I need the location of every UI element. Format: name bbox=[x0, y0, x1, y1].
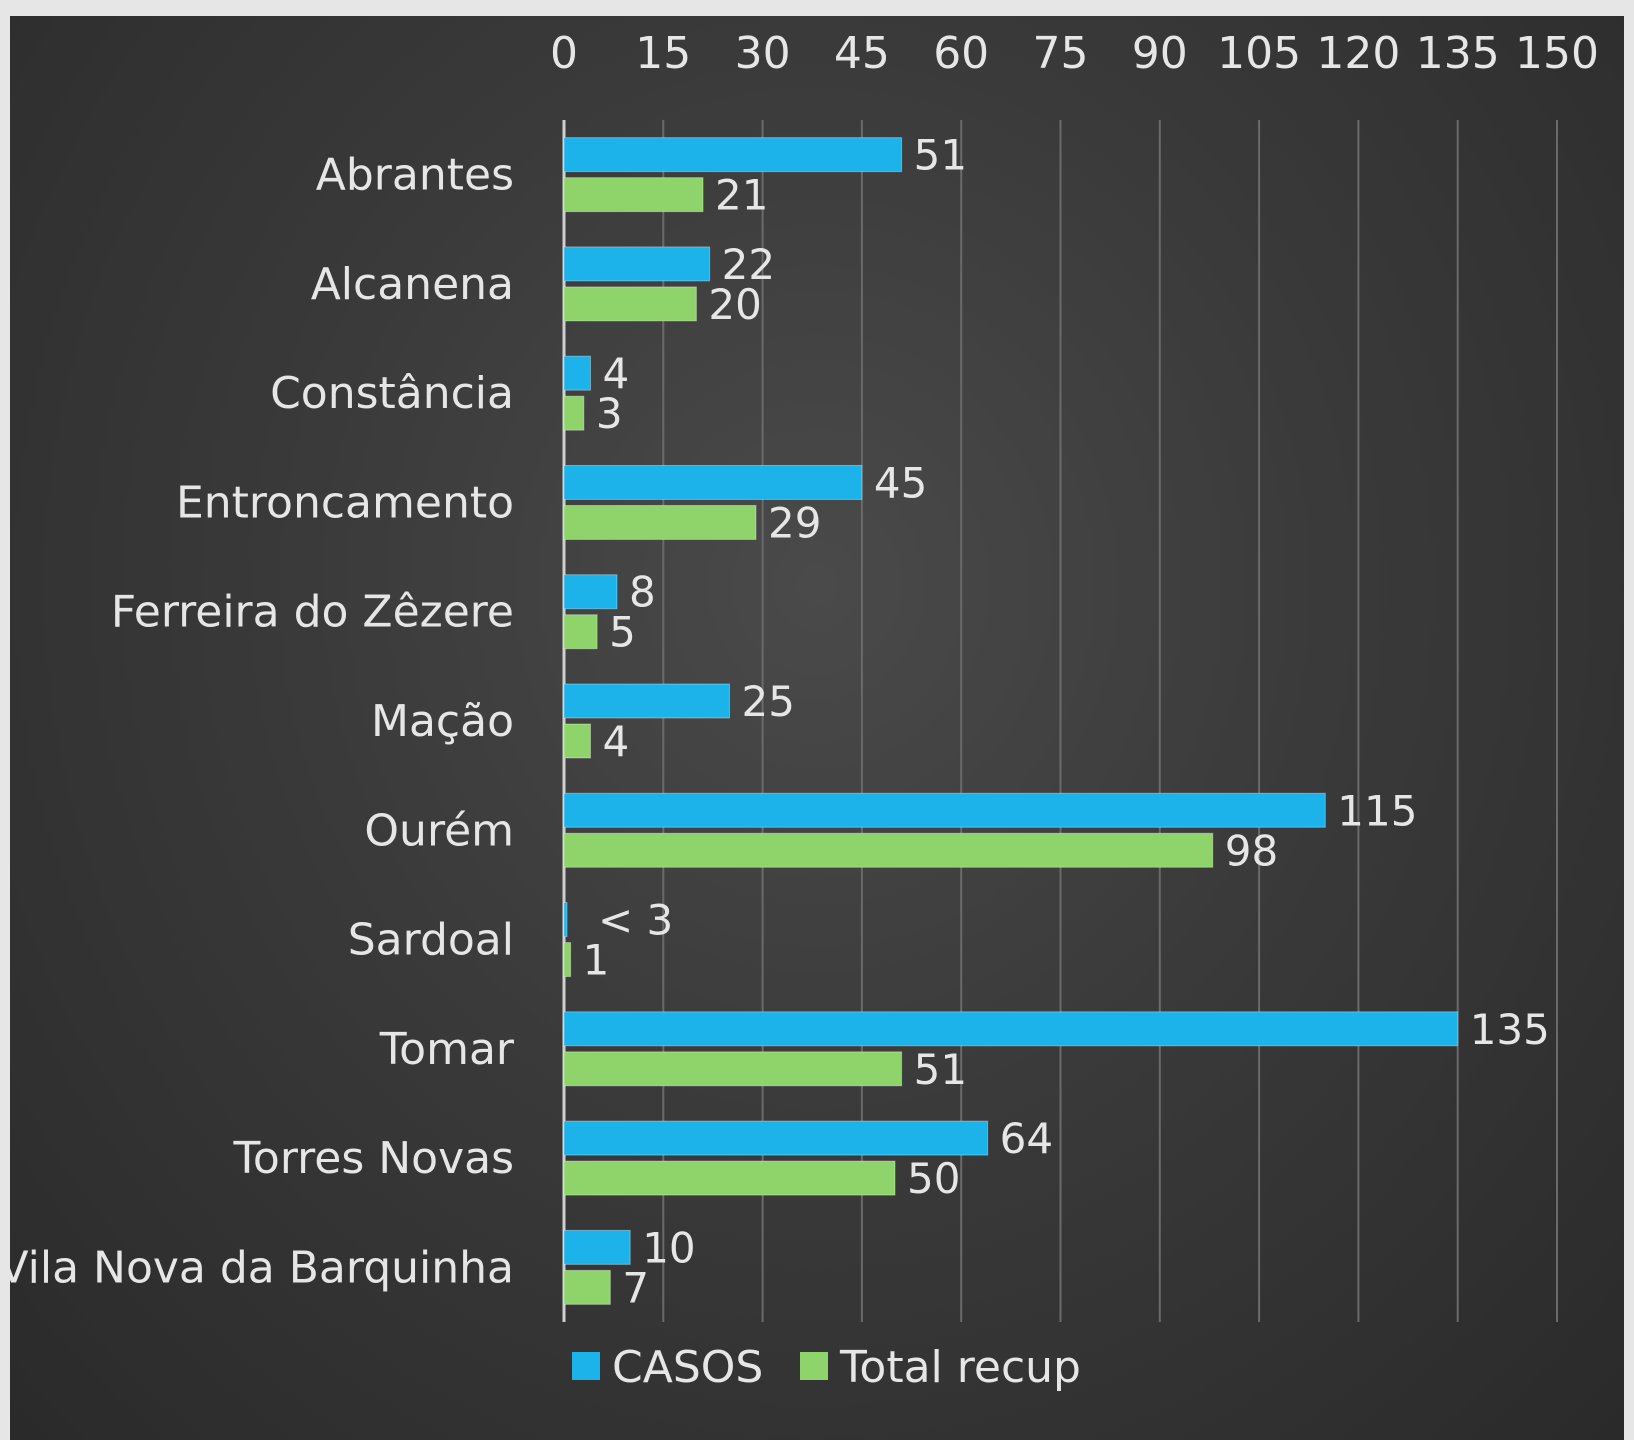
legend-label-casos: CASOS bbox=[612, 1342, 763, 1393]
category-group: Constância 43 bbox=[270, 349, 629, 438]
data-label-total-recup: 1 bbox=[583, 936, 610, 985]
x-tick-label: 15 bbox=[635, 28, 691, 79]
chart-panel bbox=[10, 16, 1624, 1440]
category-label: Mação bbox=[371, 696, 514, 747]
bar-casos bbox=[563, 355, 591, 391]
bar-total-recup bbox=[563, 1160, 896, 1196]
bar-casos bbox=[563, 1011, 1459, 1047]
data-label-casos: < 3 bbox=[598, 896, 673, 945]
data-label-total-recup: 21 bbox=[715, 171, 768, 220]
x-tick-label: 90 bbox=[1132, 28, 1188, 79]
data-label-total-recup: 5 bbox=[609, 608, 636, 657]
x-tick-label: 30 bbox=[735, 28, 791, 79]
data-label-casos: 115 bbox=[1337, 786, 1417, 835]
category-label: Sardoal bbox=[348, 915, 514, 966]
bar-total-recup bbox=[563, 832, 1214, 868]
category-label: Abrantes bbox=[316, 150, 514, 201]
bar-total-recup bbox=[563, 395, 585, 431]
category-group: Ferreira do Zêzere 85 bbox=[111, 568, 656, 657]
legend-swatch-casos bbox=[572, 1352, 600, 1380]
x-tick-label: 0 bbox=[550, 28, 578, 79]
x-tick-label: 120 bbox=[1316, 28, 1400, 79]
category-group: Ourém 115 98 bbox=[364, 786, 1417, 875]
category-group: Torres Novas 64 50 bbox=[233, 1114, 1054, 1203]
data-label-total-recup: 50 bbox=[907, 1154, 960, 1203]
data-label-total-recup: 4 bbox=[602, 717, 629, 766]
x-tick-label: 150 bbox=[1515, 28, 1599, 79]
data-label-total-recup: 3 bbox=[596, 389, 623, 438]
category-label: Entroncamento bbox=[176, 477, 514, 528]
bar-total-recup bbox=[563, 614, 598, 650]
data-label-casos: 4 bbox=[602, 349, 629, 398]
data-label-casos: 64 bbox=[1000, 1114, 1053, 1163]
data-label-casos: 135 bbox=[1470, 1005, 1550, 1054]
x-tick-label: 135 bbox=[1416, 28, 1500, 79]
data-label-total-recup: 98 bbox=[1225, 826, 1278, 875]
x-tick-label: 45 bbox=[834, 28, 890, 79]
data-label-total-recup: 20 bbox=[708, 280, 761, 329]
bar-total-recup bbox=[563, 177, 704, 213]
x-tick-label: 105 bbox=[1217, 28, 1301, 79]
legend-swatch-total-recup bbox=[800, 1352, 828, 1380]
category-label: Torres Novas bbox=[233, 1133, 515, 1184]
bar-casos bbox=[563, 1120, 989, 1156]
bar-casos bbox=[563, 902, 568, 938]
data-label-casos: 25 bbox=[742, 677, 795, 726]
bar-casos bbox=[563, 137, 903, 173]
bar-total-recup bbox=[563, 942, 572, 978]
x-tick-label: 75 bbox=[1033, 28, 1089, 79]
legend-label-total-recup: Total recup bbox=[839, 1342, 1081, 1393]
bar-total-recup bbox=[563, 286, 697, 322]
bar-total-recup bbox=[563, 504, 757, 540]
data-label-casos: 10 bbox=[642, 1223, 695, 1272]
category-group: Sardoal < 31 bbox=[348, 896, 674, 985]
bar-casos bbox=[563, 792, 1326, 828]
data-label-total-recup: 7 bbox=[622, 1263, 649, 1312]
bar-casos bbox=[563, 1229, 631, 1265]
category-label: Vila Nova da Barquinha bbox=[0, 1242, 514, 1293]
data-label-casos: 45 bbox=[874, 458, 927, 507]
category-label: Ferreira do Zêzere bbox=[111, 587, 514, 638]
category-group: Mação 25 4 bbox=[371, 677, 795, 766]
category-label: Constância bbox=[270, 368, 514, 419]
bar-casos bbox=[563, 246, 711, 282]
bar-total-recup bbox=[563, 1269, 611, 1305]
category-group: Entroncamento 45 29 bbox=[176, 458, 927, 547]
bar-casos bbox=[563, 464, 863, 500]
data-label-total-recup: 29 bbox=[768, 498, 821, 547]
category-group: Vila Nova da Barquinha 107 bbox=[0, 1223, 696, 1312]
category-group: Abrantes 51 21 bbox=[316, 131, 967, 220]
category-group: Tomar 135 51 bbox=[379, 1005, 1550, 1094]
bar-casos bbox=[563, 574, 618, 610]
bar-total-recup bbox=[563, 723, 591, 759]
bar-total-recup bbox=[563, 1051, 903, 1087]
data-label-casos: 8 bbox=[629, 568, 656, 617]
bar-casos bbox=[563, 683, 730, 719]
data-label-total-recup: 51 bbox=[914, 1045, 967, 1094]
category-label: Alcanena bbox=[311, 259, 514, 310]
data-label-casos: 22 bbox=[722, 240, 775, 289]
category-label: Tomar bbox=[379, 1024, 515, 1075]
x-tick-label: 60 bbox=[933, 28, 989, 79]
category-label: Ourém bbox=[364, 805, 514, 856]
data-label-casos: 51 bbox=[914, 131, 967, 180]
